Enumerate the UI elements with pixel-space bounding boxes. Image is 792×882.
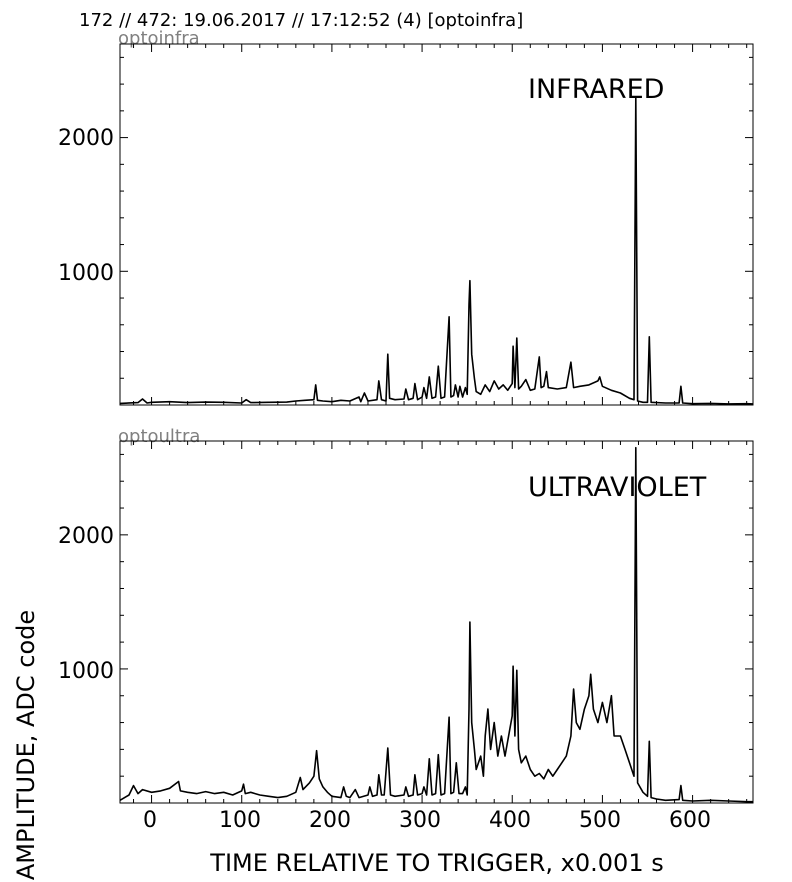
infrared-y-tick-label-1000: 1000 — [58, 261, 114, 286]
y-axis-label: AMPLITUDE, ADC code — [12, 610, 40, 880]
x-tick-label-200: 200 — [309, 808, 351, 833]
ultraviolet-series-line — [119, 446, 753, 803]
ultraviolet-y-tick-label-2000: 2000 — [58, 524, 114, 549]
x-tick-label-400: 400 — [489, 808, 531, 833]
ultraviolet-panel: optoultra ULTRAVIOLET 1000 2000 — [58, 426, 754, 804]
x-axis-label: TIME RELATIVE TO TRIGGER, x0.001 s — [209, 849, 663, 877]
x-tick-label-600: 600 — [669, 808, 711, 833]
infrared-plot-frame — [119, 43, 754, 406]
x-tick-label-0: 0 — [143, 808, 157, 833]
infrared-panel: optoinfra INFRARED 1000 2000 — [58, 28, 754, 406]
panel-label-optoultra: optoultra — [118, 426, 200, 447]
figure-title: 172 // 472: 19.06.2017 // 17:12:52 (4) [… — [79, 10, 523, 31]
ultraviolet-tick-marks — [120, 441, 753, 803]
infrared-channel-label: INFRARED — [528, 74, 664, 105]
ultraviolet-channel-label: ULTRAVIOLET — [528, 472, 707, 503]
infrared-tick-marks — [120, 44, 753, 405]
x-tick-label-500: 500 — [579, 808, 621, 833]
ultraviolet-plot-frame — [119, 440, 754, 804]
x-tick-label-300: 300 — [399, 808, 441, 833]
ultraviolet-y-tick-label-1000: 1000 — [58, 659, 114, 684]
infrared-series-line — [119, 96, 754, 405]
infrared-y-tick-label-2000: 2000 — [58, 126, 114, 151]
x-tick-label-100: 100 — [219, 808, 261, 833]
